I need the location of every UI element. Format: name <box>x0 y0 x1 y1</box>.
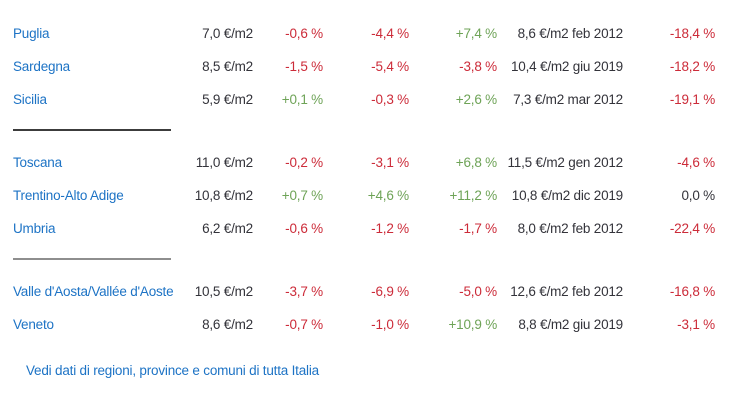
region-link[interactable]: Sardegna <box>13 59 70 74</box>
max-price-cell: 8,6 €/m2 feb 2012 <box>517 26 624 41</box>
change-1-cell: -0,6 % <box>285 221 323 236</box>
change-3-cell: +7,4 % <box>455 26 497 41</box>
region-link[interactable]: Umbria <box>13 221 56 236</box>
change-2-cell: +4,6 % <box>367 188 409 203</box>
max-price-cell: 8,8 €/m2 giu 2019 <box>518 317 623 332</box>
change-from-max-cell: -18,4 % <box>669 26 715 41</box>
change-2-cell: -5,4 % <box>371 59 409 74</box>
change-from-max-cell: -22,4 % <box>669 221 715 236</box>
price-cell: 6,2 €/m2 <box>202 221 253 236</box>
change-1-cell: +0,1 % <box>281 92 323 107</box>
change-1-cell: -0,7 % <box>285 317 323 332</box>
price-cell: 11,0 €/m2 <box>195 155 253 170</box>
table-row: Trentino-Alto Adige 10,8 €/m2 +0,7 % +4,… <box>13 179 715 212</box>
regional-price-table: Puglia 7,0 €/m2 -0,6 % -4,4 % +7,4 % 8,6… <box>13 17 715 378</box>
see-all-regions-link[interactable]: Vedi dati di regioni, province e comuni … <box>26 363 319 378</box>
change-3-cell: +10,9 % <box>448 317 497 332</box>
region-link[interactable]: Toscana <box>13 155 62 170</box>
max-price-cell: 7,3 €/m2 mar 2012 <box>513 92 623 107</box>
change-1-cell: +0,7 % <box>281 188 323 203</box>
change-1-cell: -3,7 % <box>285 284 323 299</box>
change-from-max-cell: -19,1 % <box>669 92 715 107</box>
change-3-cell: -3,8 % <box>459 59 497 74</box>
change-1-cell: -0,6 % <box>285 26 323 41</box>
change-from-max-cell: 0,0 % <box>681 188 715 203</box>
change-2-cell: -6,9 % <box>371 284 409 299</box>
region-link[interactable]: Valle d'Aosta/Vallée d'Aoste <box>13 284 174 299</box>
table-row: Veneto 8,6 €/m2 -0,7 % -1,0 % +10,9 % 8,… <box>13 308 715 341</box>
change-3-cell: -1,7 % <box>459 221 497 236</box>
max-price-cell: 10,4 €/m2 giu 2019 <box>511 59 623 74</box>
change-3-cell: +6,8 % <box>455 155 497 170</box>
change-1-cell: -0,2 % <box>285 155 323 170</box>
change-3-cell: -5,0 % <box>459 284 497 299</box>
change-from-max-cell: -4,6 % <box>677 155 715 170</box>
change-from-max-cell: -18,2 % <box>669 59 715 74</box>
price-cell: 7,0 €/m2 <box>202 26 253 41</box>
max-price-cell: 12,6 €/m2 feb 2012 <box>510 284 623 299</box>
change-1-cell: -1,5 % <box>285 59 323 74</box>
change-3-cell: +11,2 % <box>449 188 497 203</box>
table-row: Valle d'Aosta/Vallée d'Aoste 10,5 €/m2 -… <box>13 275 715 308</box>
change-from-max-cell: -3,1 % <box>677 317 715 332</box>
region-link[interactable]: Trentino-Alto Adige <box>13 188 124 203</box>
region-link[interactable]: Veneto <box>13 317 54 332</box>
region-link[interactable]: Puglia <box>13 26 50 41</box>
table-row: Sicilia 5,9 €/m2 +0,1 % -0,3 % +2,6 % 7,… <box>13 83 715 116</box>
group-divider <box>13 129 171 131</box>
max-price-cell: 8,0 €/m2 feb 2012 <box>517 221 624 236</box>
change-2-cell: -1,0 % <box>371 317 409 332</box>
change-3-cell: +2,6 % <box>455 92 497 107</box>
change-2-cell: -0,3 % <box>371 92 409 107</box>
table-row: Umbria 6,2 €/m2 -0,6 % -1,2 % -1,7 % 8,0… <box>13 212 715 245</box>
table-footer: Vedi dati di regioni, province e comuni … <box>13 363 715 378</box>
max-price-cell: 11,5 €/m2 gen 2012 <box>507 155 624 170</box>
table-row: Sardegna 8,5 €/m2 -1,5 % -5,4 % -3,8 % 1… <box>13 50 715 83</box>
change-2-cell: -3,1 % <box>371 155 409 170</box>
change-from-max-cell: -16,8 % <box>669 284 715 299</box>
change-2-cell: -1,2 % <box>371 221 409 236</box>
price-cell: 5,9 €/m2 <box>202 92 253 107</box>
price-cell: 10,8 €/m2 <box>194 188 253 203</box>
price-cell: 10,5 €/m2 <box>194 284 253 299</box>
region-link[interactable]: Sicilia <box>13 92 47 107</box>
price-cell: 8,5 €/m2 <box>202 59 253 74</box>
group-divider <box>13 258 171 260</box>
change-2-cell: -4,4 % <box>371 26 409 41</box>
price-cell: 8,6 €/m2 <box>202 317 253 332</box>
table-row: Toscana 11,0 €/m2 -0,2 % -3,1 % +6,8 % 1… <box>13 146 715 179</box>
table-row: Puglia 7,0 €/m2 -0,6 % -4,4 % +7,4 % 8,6… <box>13 17 715 50</box>
max-price-cell: 10,8 €/m2 dic 2019 <box>511 188 623 203</box>
